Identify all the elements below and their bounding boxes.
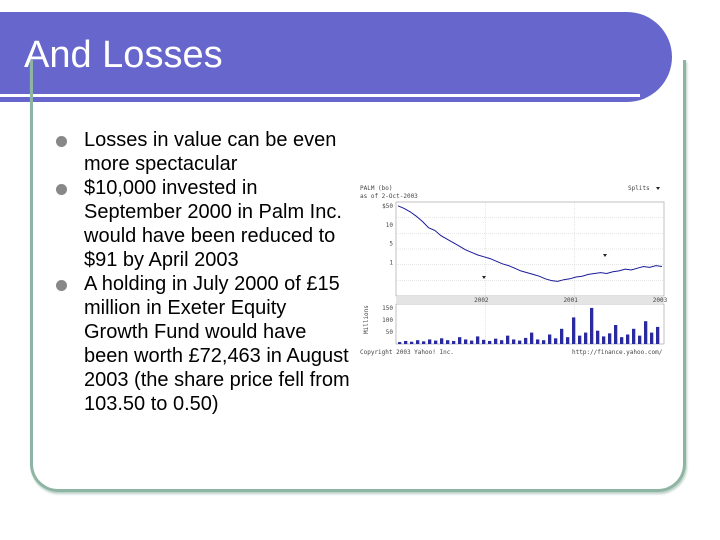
volume-bar (452, 340, 456, 344)
volume-bar (404, 340, 408, 344)
volume-bar (566, 337, 570, 344)
slide-frame (30, 60, 686, 492)
volume-bar (590, 307, 594, 344)
volume-bar (470, 340, 474, 344)
volume-bar (602, 336, 606, 344)
year-tick-label: 2002 (474, 297, 489, 304)
volume-bar (644, 321, 648, 344)
volume-tick-label: 50 (386, 329, 394, 336)
volume-bar (620, 337, 624, 344)
title-band (0, 12, 672, 102)
bullet-dot-icon (56, 184, 67, 195)
volume-bar (482, 339, 486, 344)
volume-bar (464, 339, 468, 344)
bullet-item: $10,000 invested in September 2000 in Pa… (56, 176, 356, 272)
price-tick-label: $50 (382, 203, 393, 210)
bullet-text: $10,000 invested in September 2000 in Pa… (84, 177, 342, 271)
volume-bar (446, 340, 450, 344)
bullet-item: Losses in value can be even more spectac… (56, 128, 356, 176)
volume-bar (596, 330, 600, 344)
volume-bar (494, 338, 498, 344)
volume-bar (614, 325, 618, 344)
volume-bar (560, 328, 564, 344)
volume-bar (530, 332, 534, 344)
bullet-item: A holding in July 2000 of £15 million in… (56, 272, 356, 416)
price-tick-label: 5 (389, 241, 393, 248)
volume-bar (656, 326, 660, 344)
volume-tick-label: 100 (382, 317, 393, 324)
volume-bar (524, 337, 528, 344)
volume-bar (488, 340, 492, 344)
volume-bar (650, 332, 654, 344)
split-marker-icon (482, 276, 486, 279)
volume-bar (632, 328, 636, 344)
volume-bar (398, 342, 402, 344)
bullet-dot-icon (56, 136, 67, 147)
volume-bar (584, 332, 588, 344)
volume-bar (410, 341, 414, 344)
volume-bar (434, 340, 438, 344)
volume-bar (416, 340, 420, 344)
volume-bar (428, 339, 432, 344)
chart-corner-label: Splits (628, 185, 650, 192)
bullet-text: A holding in July 2000 of £15 million in… (84, 273, 350, 415)
split-marker-icon (603, 254, 607, 257)
volume-axis-label: Millions (363, 305, 370, 334)
corner-marker-icon (656, 187, 660, 190)
date-strip (396, 296, 664, 304)
volume-bar (506, 335, 510, 344)
year-tick-label: 2001 (563, 297, 578, 304)
chart-source: http://finance.yahoo.com/ (572, 349, 663, 356)
price-tick-label: 1 (389, 259, 393, 266)
chart-subtitle: as of 2-Oct-2003 (360, 193, 418, 200)
bullet-list: Losses in value can be even more spectac… (56, 128, 356, 416)
volume-bar (554, 338, 558, 344)
bullet-text: Losses in value can be even more spectac… (84, 129, 337, 175)
chart-title: PALM (bo) (360, 185, 393, 192)
title-rule (0, 94, 640, 97)
price-line (397, 205, 663, 282)
volume-bar (440, 338, 444, 344)
volume-bar (608, 333, 612, 344)
volume-bar (638, 335, 642, 344)
volume-tick-label: 150 (382, 305, 393, 312)
volume-bar (536, 339, 540, 344)
volume-bar (476, 336, 480, 344)
volume-bar (458, 337, 462, 344)
stock-chart: PALM (bo) as of 2-Oct-2003 Splits Copyri… (360, 184, 668, 356)
volume-bar (422, 341, 426, 344)
volume-bar (626, 334, 630, 344)
year-tick-label: 2003 (653, 297, 668, 304)
stock-chart-svg: PALM (bo) as of 2-Oct-2003 Splits Copyri… (360, 185, 668, 356)
volume-bar (572, 317, 576, 344)
bullet-dot-icon (56, 280, 67, 291)
volume-bar (548, 334, 552, 344)
slide-title: And Losses (24, 34, 223, 76)
volume-bar (542, 340, 546, 344)
volume-bar (500, 340, 504, 344)
chart-copyright: Copyright 2003 Yahoo! Inc. (360, 349, 454, 356)
volume-bar (578, 335, 582, 344)
volume-bar (512, 339, 516, 344)
price-tick-label: 10 (386, 222, 394, 229)
volume-bar (518, 340, 522, 344)
